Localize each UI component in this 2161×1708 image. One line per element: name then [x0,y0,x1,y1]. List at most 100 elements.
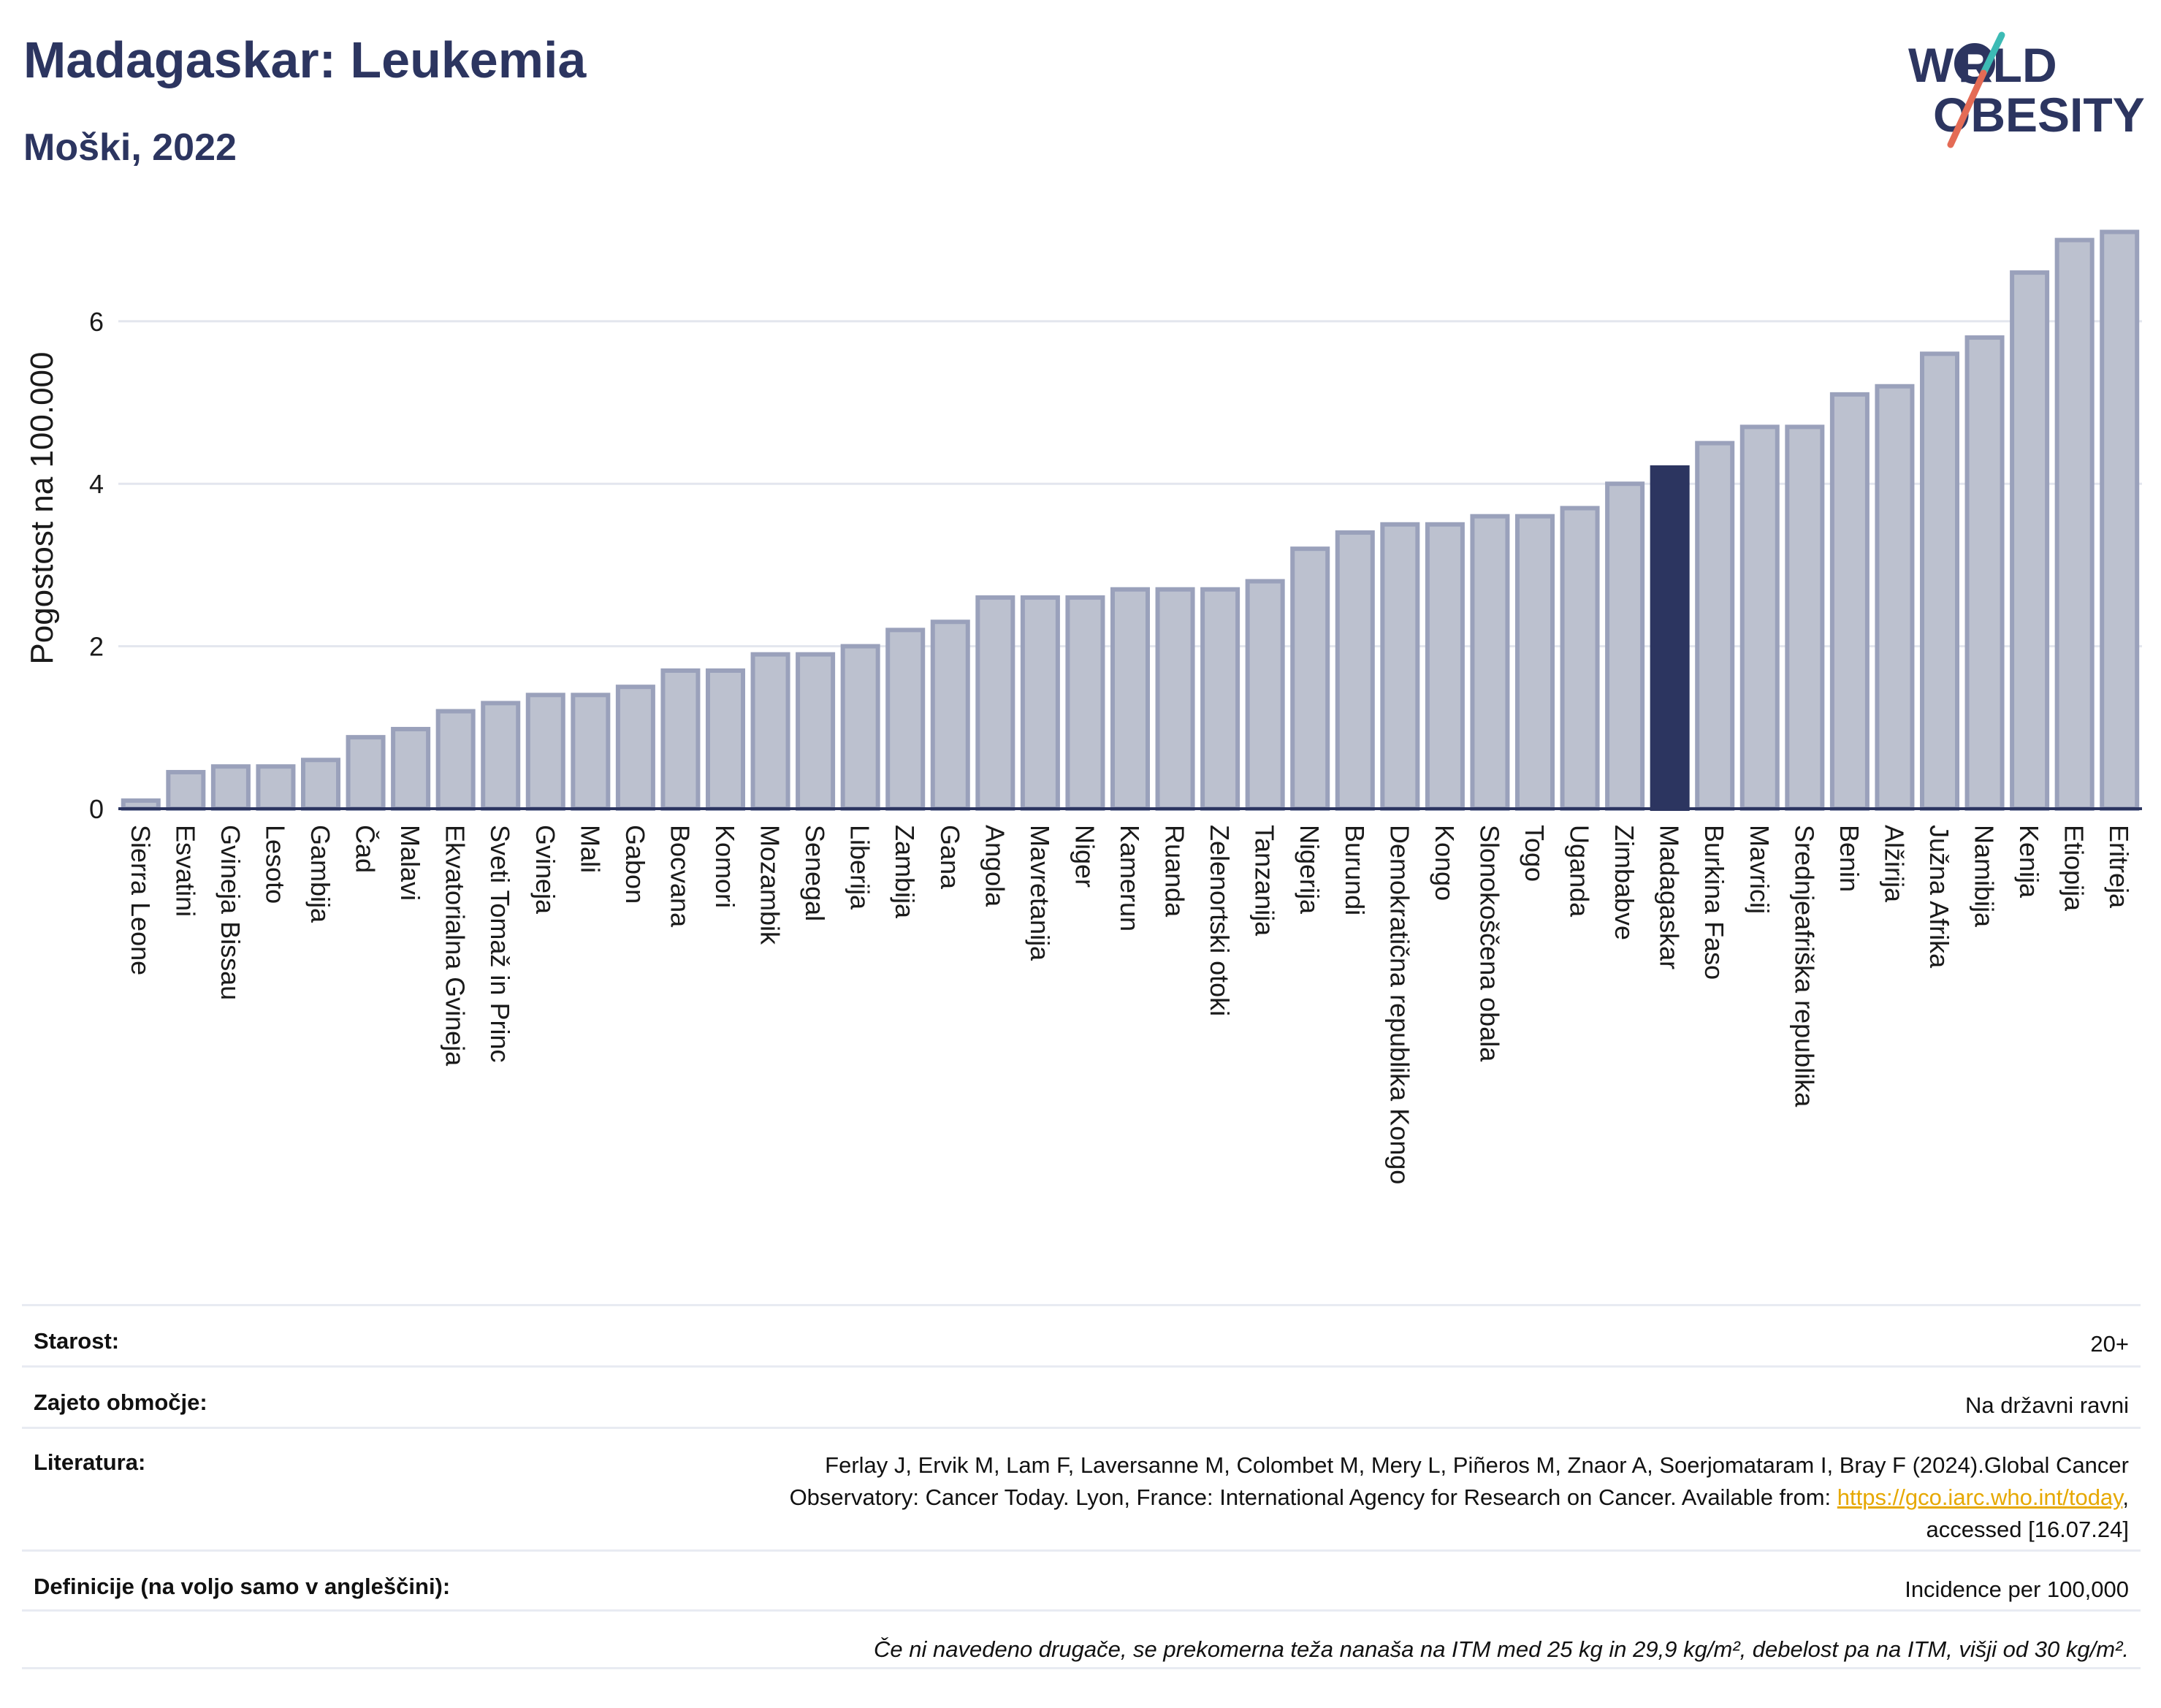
x-category-label: Senegal [800,825,830,921]
definitions-label: Definicije (na voljo samo v angleščini): [34,1574,451,1599]
x-category-label: Tanzanija [1250,825,1280,937]
info-row-note: Če ni navedeno drugače, se prekomerna te… [22,1609,2141,1669]
bar-burkina-faso [1695,441,1735,811]
x-category-label: Etiopija [2059,825,2089,912]
bar-ruanda [1155,587,1195,811]
literature-comma: , [2122,1484,2129,1510]
info-table: Starost: 20+ Zajeto območje: Na državni … [22,1304,2141,1669]
bar-burundi [1335,530,1375,811]
svg-text:OBESITY: OBESITY [1933,88,2145,142]
literature-value: Ferlay J, Ervik M, Lam F, Laversanne M, … [790,1449,2129,1546]
bar-alžirija [1875,384,1915,811]
x-category-label: Komori [710,825,740,908]
x-category-label: Niger [1070,825,1099,888]
x-category-label: Čad [351,825,381,873]
literature-link[interactable]: https://gco.iarc.who.int/today [1837,1484,2123,1510]
y-ticks: 0 2 4 6 [89,307,104,824]
bar-sveti-tomaž-in-princ [481,701,521,811]
bar-nigerija [1290,546,1330,811]
bar-esvatini [166,769,206,811]
bar-gabon [615,685,655,812]
x-category-label: Burkina Faso [1699,825,1729,980]
bar-čad [346,735,386,811]
info-row-definitions: Definicije (na voljo samo v angleščini):… [22,1549,2141,1609]
bar-niger [1065,595,1105,811]
x-category-label: Kamerun [1115,825,1145,931]
bar-bocvana [660,668,701,812]
coverage-label: Zajeto območje: [34,1389,207,1415]
x-category-label: Zambija [890,825,920,919]
x-category-label: Kenija [2014,825,2044,899]
x-category-label: Gvineja [530,825,560,915]
bar-lesoto [256,764,296,812]
x-category-label: Madagaskar [1655,825,1685,969]
bar-togo [1514,514,1555,811]
bar-mavretanija [1020,595,1060,811]
x-category-label: Nigerija [1295,825,1325,915]
bar-mozambik [750,652,790,811]
x-category-label: Lesoto [260,825,290,904]
bar-chart: 0 2 4 6 Sierra Leone Esvatini Gvineja Bissau L… [24,229,2142,1184]
x-category-label: Gabon [620,825,650,904]
info-row-literature: Literatura: Ferlay J, Ervik M, Lam F, La… [22,1427,2141,1549]
x-category-label: Angola [980,825,1010,907]
bar-mavricij [1739,424,1780,811]
bar-gvineja [525,693,565,811]
x-category-label: Burundi [1340,825,1370,915]
bar-mali [571,693,611,811]
literature-text-3: accessed [16.07.24] [1926,1517,2129,1542]
bar-uganda [1560,506,1600,811]
x-category-label: Alžirija [1879,825,1909,903]
x-category-label: Sierra Leone [126,825,156,975]
x-category-label: Uganda [1565,825,1595,918]
bar-slonokoščena-obala [1470,514,1510,811]
coverage-value: Na državni ravni [1965,1392,2129,1418]
x-category-label: Mali [575,825,605,873]
bar-benin [1829,392,1870,811]
x-category-label: Ruanda [1160,825,1190,918]
literature-text-2: Observatory: Cancer Today. Lyon, France:… [789,1484,1837,1510]
x-category-label: Bocvana [665,825,695,928]
definitions-value: Incidence per 100,000 [1905,1577,2129,1602]
y-tick-label: 4 [89,469,104,499]
page-subtitle: Moški, 2022 [23,126,237,169]
bar-kongo [1425,522,1465,811]
y-axis-label: Pogostost na 100.000 [24,351,60,664]
bar-zambija [885,628,926,811]
bar-senegal [796,652,836,811]
bar-etiopija [2054,237,2095,812]
bar-južna-afrika [1919,351,1960,811]
x-category-label: Zimbabve [1609,825,1639,940]
bar-namibija [1964,335,2005,812]
bar-madagaskar [1650,465,1690,812]
age-value: 20+ [2090,1331,2129,1357]
bar-eritreja [2100,229,2140,812]
bar-demokratična-republika-kongo [1380,522,1420,811]
bar-tanzanija [1245,579,1285,811]
x-category-label: Mavricij [1745,825,1775,914]
bar-liberija [840,644,880,811]
obesity-note: Če ni navedeno drugače, se prekomerna te… [874,1636,2129,1662]
x-category-label: Namibija [1970,825,2000,928]
x-category-label: Slonokoščena obala [1474,825,1504,1062]
x-category-label: Liberija [845,825,875,910]
bar-malavi [391,727,431,811]
bar-gambija [300,758,341,812]
x-category-label: Južna Afrika [1924,825,1954,969]
bar-gvineja-bissau [210,764,251,812]
y-tick-label: 6 [89,307,104,337]
info-row-age: Starost: 20+ [22,1304,2141,1365]
world-obesity-logo: W RLD O OBESITY [1908,31,2145,148]
svg-text:W: W [1908,38,1954,92]
x-category-label: Malavi [395,825,425,901]
x-category-label: Sveti Tomaž in Princ [485,825,515,1062]
x-category-label: Eritreja [2104,825,2134,909]
x-category-label: Togo [1520,825,1550,882]
page-title: Madagaskar: Leukemia [23,31,587,88]
x-category-label: Mozambik [755,825,785,945]
bar-ekvatorialna-gvineja [435,709,476,811]
x-category-label: Benin [1834,825,1864,892]
literature-text-1: Ferlay J, Ervik M, Lam F, Laversanne M, … [825,1452,2129,1478]
bar-komori [705,668,746,812]
bar-kamerun [1110,587,1151,811]
